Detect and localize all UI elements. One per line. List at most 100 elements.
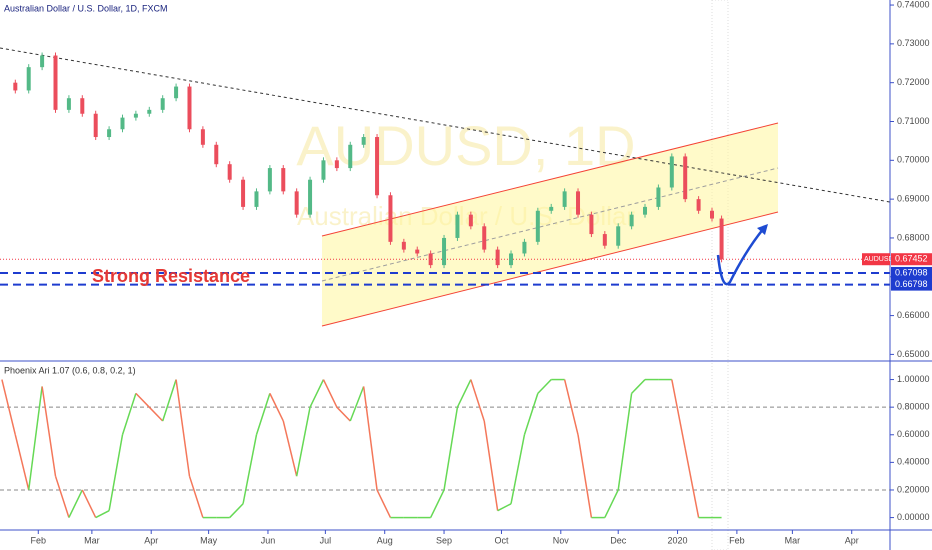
last-price-tag: [891, 253, 932, 266]
candle-body: [669, 156, 674, 188]
session-marker: [711, 0, 729, 550]
candle-body: [629, 214, 634, 227]
indicator-segment: [563, 379, 579, 435]
indicator-segment: [269, 393, 284, 422]
x-tick-label: 2020: [668, 535, 688, 545]
indicator-segment: [483, 420, 499, 511]
indicator-segment: [14, 434, 30, 491]
y-tick-label: 0.72000: [897, 77, 930, 87]
indicator-segment: [175, 379, 191, 477]
candle-body: [174, 86, 179, 99]
y-tick-label: 0.68000: [897, 232, 930, 242]
x-tick-label: Nov: [553, 535, 570, 545]
candle-body: [241, 179, 246, 207]
candle-body: [428, 253, 433, 266]
candle-body: [80, 98, 85, 114]
candle-body: [710, 210, 714, 219]
candle-body: [26, 67, 31, 91]
indicator-segment: [121, 393, 137, 435]
y-tick-label: 0.69000: [897, 194, 930, 204]
candle-body: [616, 226, 621, 246]
level-tag: [891, 266, 932, 279]
candle-body: [562, 191, 567, 207]
indicator-segment: [95, 510, 110, 519]
candle-body: [321, 160, 326, 180]
indicator-segment: [376, 489, 392, 518]
indicator-segment: [577, 434, 593, 518]
indicator-segment: [537, 379, 552, 394]
indicator-segment: [470, 379, 485, 422]
candle-body: [442, 237, 447, 266]
indicator-segment: [27, 386, 43, 491]
indicator-segment: [322, 379, 338, 408]
x-tick-label: May: [200, 535, 218, 545]
candle-body: [214, 144, 219, 165]
candle-body: [66, 98, 71, 110]
x-tick-label: Aug: [377, 535, 393, 545]
candle-body: [334, 160, 339, 169]
annotation: Strong Resistance: [92, 266, 250, 286]
candle-body: [696, 199, 701, 211]
y-tick-label: 0.60000: [897, 429, 930, 439]
candle-body: [361, 137, 366, 145]
y-tick-label: 0.00000: [897, 512, 930, 522]
x-tick-label: Jun: [261, 535, 276, 545]
y-tick-label: 0.66000: [897, 310, 930, 320]
indicator-segment: [148, 406, 164, 422]
indicator-segment: [295, 407, 311, 477]
trendline: [0, 47, 891, 203]
indicator-segment: [671, 379, 686, 449]
y-tick-label: 1.00000: [897, 374, 930, 384]
forecast-arrow: [716, 227, 765, 286]
y-tick-label: 0.65000: [897, 349, 930, 359]
indicator-segment: [309, 379, 325, 408]
candle-body: [133, 113, 138, 118]
candle-body: [160, 98, 165, 110]
indicator-segment: [456, 379, 472, 408]
candle-body: [535, 210, 540, 242]
candle-body: [348, 144, 353, 169]
candle-body: [200, 129, 205, 145]
y-tick-label: 0.74000: [897, 0, 930, 9]
candle-body: [227, 164, 232, 180]
indicator-segment: [282, 420, 298, 477]
candle-body: [643, 206, 648, 215]
y-tick-label: 0.71000: [897, 116, 930, 126]
candle-body: [468, 214, 473, 227]
candle-body: [375, 137, 380, 196]
candle-body: [656, 187, 661, 207]
indicator-segment: [229, 503, 244, 519]
indicator-segment: [188, 475, 204, 518]
candle-body: [147, 109, 152, 114]
indicator-segment: [510, 434, 526, 504]
arrow-head: [757, 224, 768, 235]
indicator-segment: [54, 475, 70, 518]
candle-body: [13, 82, 18, 91]
indicator-segment: [617, 393, 633, 491]
indicator-segment: [68, 489, 83, 518]
candle-body: [589, 214, 594, 235]
indicator-segment: [336, 406, 351, 422]
y-tick-label: 0.40000: [897, 457, 930, 467]
level-label: 0.66798: [895, 279, 928, 289]
y-tick-label: 0.70000: [897, 155, 930, 165]
channel-mid: [321, 167, 779, 282]
indicator-segment: [631, 379, 646, 394]
symbol-tag: [862, 253, 890, 266]
x-tick-label: Oct: [494, 535, 509, 545]
candle-body: [107, 129, 112, 138]
candle-body: [509, 253, 514, 266]
indicator-title: Phoenix Ari 1.07 (0.6, 0.8, 0.2, 1): [4, 365, 136, 375]
candle-body: [683, 156, 688, 200]
candle-body: [549, 206, 554, 211]
level-label: 0.67098: [895, 267, 928, 277]
indicator-segment: [135, 392, 150, 408]
x-tick-label: Feb: [31, 535, 47, 545]
candle-body: [522, 241, 527, 254]
indicator-segment: [255, 393, 271, 435]
indicator-segment: [161, 379, 177, 422]
candle-body: [495, 249, 500, 266]
candle-body: [602, 234, 607, 246]
candle-body: [294, 191, 299, 215]
indicator-segment: [41, 386, 57, 477]
